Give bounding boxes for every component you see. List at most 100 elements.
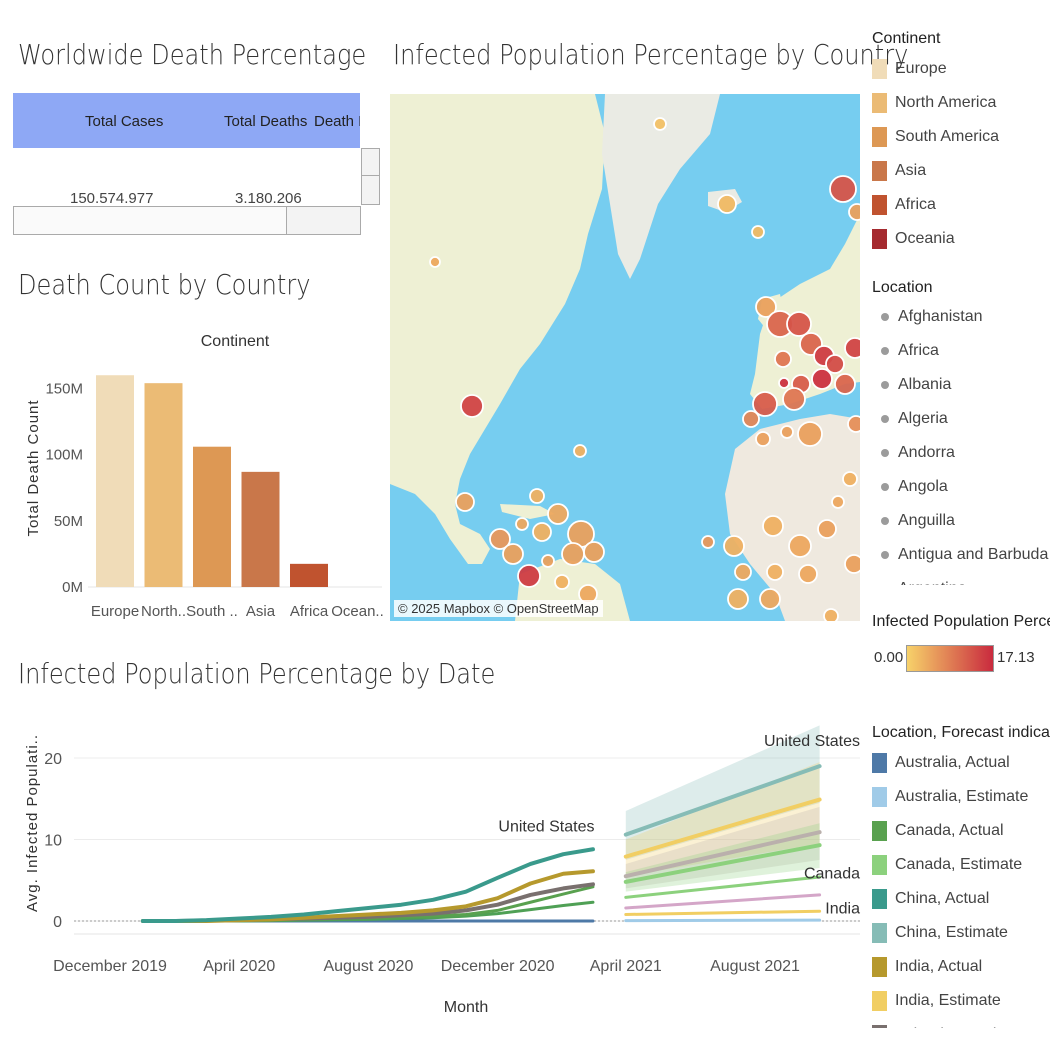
forecast-legend-item[interactable]: China, Estimate: [872, 923, 1008, 943]
map-bubble[interactable]: [429, 256, 441, 268]
map-bubble[interactable]: [517, 564, 541, 588]
location-legend-item[interactable]: Anguilla: [872, 512, 955, 530]
map-bubble[interactable]: [455, 492, 475, 512]
location-legend[interactable]: Location Afghanistan Africa Albania Algeria…: [872, 279, 1050, 585]
legend-label: Afghanistan: [898, 308, 983, 325]
forecast-legend-item[interactable]: India, Estimate: [872, 991, 1001, 1011]
map-bubble[interactable]: [515, 517, 529, 531]
forecast-legend[interactable]: Location, Forecast indicat.. Australia, …: [872, 724, 1050, 1028]
continent-legend-item[interactable]: North America: [872, 93, 996, 113]
map-bubble[interactable]: [797, 421, 823, 447]
actual-line[interactable]: [140, 847, 595, 923]
map-bubble[interactable]: [811, 368, 833, 390]
kpi-horizontal-scrollbar[interactable]: [13, 206, 361, 235]
map-bubble[interactable]: [788, 534, 812, 558]
land-baffin: [450, 94, 540, 154]
continent-legend-item[interactable]: Asia: [872, 161, 926, 181]
bar-north[interactable]: [144, 383, 183, 587]
map-bubble[interactable]: [847, 415, 860, 433]
kpi-header-death-percentage[interactable]: Death P: [314, 113, 360, 130]
kpi-header-total-deaths[interactable]: Total Deaths: [224, 113, 308, 130]
map-bubble[interactable]: [554, 574, 570, 590]
map-bubble[interactable]: [541, 554, 555, 568]
forecast-legend-item[interactable]: Canada, Actual: [872, 821, 1004, 841]
map-bubble[interactable]: [547, 503, 569, 525]
map-bubble[interactable]: [782, 387, 806, 411]
map-bubble[interactable]: [734, 563, 752, 581]
location-legend-item[interactable]: Andorra: [872, 444, 955, 462]
map-bubble[interactable]: [829, 175, 857, 203]
forecast-legend-item[interactable]: India, Actual: [872, 957, 982, 977]
map-bubble[interactable]: [755, 431, 771, 447]
map-bubble[interactable]: [460, 394, 484, 418]
map-bubble[interactable]: [561, 542, 585, 566]
estimate-line[interactable]: [623, 830, 822, 879]
bar-africa[interactable]: [290, 563, 328, 587]
map-bubble[interactable]: [780, 425, 794, 439]
forecast-legend-item[interactable]: Canada, Estimate: [872, 855, 1022, 875]
kpi-vertical-scrollbar[interactable]: [361, 148, 380, 205]
estimate-line[interactable]: [623, 764, 822, 837]
forecast-legend-item[interactable]: China, Actual: [872, 889, 989, 909]
estimate-line[interactable]: [624, 909, 822, 916]
location-legend-item[interactable]: Antigua and Barbuda: [872, 546, 1048, 564]
map-bubble[interactable]: [573, 444, 587, 458]
infection-map[interactable]: © 2025 Mapbox © OpenStreetMap: [390, 94, 860, 621]
kpi-header-total-cases[interactable]: Total Cases: [85, 113, 164, 130]
forecast-legend-item[interactable]: Australia, Actual: [872, 753, 1010, 773]
map-bubble[interactable]: [653, 117, 667, 131]
map-bubble[interactable]: [774, 350, 792, 368]
map-bubble[interactable]: [751, 225, 765, 239]
map-bubble[interactable]: [834, 373, 856, 395]
continent-legend-item[interactable]: Africa: [872, 195, 936, 215]
map-bubble[interactable]: [759, 588, 781, 610]
map-bubble[interactable]: [786, 311, 812, 337]
forecast-legend-item[interactable]: Ireland, Actual: [872, 1025, 996, 1028]
map-bubble[interactable]: [831, 495, 845, 509]
map-bubble[interactable]: [723, 535, 745, 557]
location-legend-item[interactable]: Albania: [872, 376, 951, 394]
estimate-line[interactable]: [623, 843, 822, 884]
map-bubble[interactable]: [583, 541, 605, 563]
bar-south[interactable]: [193, 446, 231, 587]
legend-label: Argentina: [898, 580, 967, 585]
map-bubble[interactable]: [532, 522, 552, 542]
bar-asia[interactable]: [241, 471, 280, 587]
map-credit[interactable]: © 2025 Mapbox © OpenStreetMap: [394, 600, 603, 617]
map-bubble[interactable]: [502, 543, 524, 565]
continent-legend-item[interactable]: Europe: [872, 59, 947, 79]
kpi-scroll-thumb[interactable]: [14, 207, 287, 234]
map-bubble[interactable]: [755, 296, 777, 318]
estimate-line[interactable]: [624, 875, 822, 899]
forecast-legend-item[interactable]: Australia, Estimate: [872, 787, 1028, 807]
map-bubble[interactable]: [798, 564, 818, 584]
map-bubble[interactable]: [823, 608, 839, 621]
map-bubble[interactable]: [848, 203, 860, 221]
map-bubble[interactable]: [844, 554, 860, 574]
map-bubble[interactable]: [842, 471, 858, 487]
map-bubble[interactable]: [778, 377, 790, 389]
continent-legend-item[interactable]: South America: [872, 127, 999, 147]
estimate-line[interactable]: [623, 797, 822, 859]
map-bubble[interactable]: [742, 410, 760, 428]
continent-legend-item[interactable]: Oceania: [872, 229, 955, 249]
map-bubble[interactable]: [766, 563, 784, 581]
map-bubble[interactable]: [825, 354, 845, 374]
map-bubble[interactable]: [701, 535, 715, 549]
map-bubble[interactable]: [717, 194, 737, 214]
location-legend-item[interactable]: Afghanistan: [872, 308, 983, 326]
legend-swatch: [872, 161, 887, 181]
location-legend-item[interactable]: Africa: [872, 342, 939, 360]
map-bubble[interactable]: [529, 488, 545, 504]
map-bubble[interactable]: [844, 337, 860, 359]
bar-europe[interactable]: [96, 375, 134, 587]
map-bubble[interactable]: [489, 528, 511, 550]
location-legend-item[interactable]: Argentina: [872, 580, 967, 585]
map-bubble[interactable]: [817, 519, 837, 539]
map-bubble[interactable]: [762, 515, 784, 537]
location-legend-item[interactable]: Algeria: [872, 410, 948, 428]
location-legend-item[interactable]: Angola: [872, 478, 948, 496]
map-bubble[interactable]: [727, 588, 749, 610]
map-bubble[interactable]: [752, 391, 778, 417]
estimate-line[interactable]: [624, 893, 822, 910]
